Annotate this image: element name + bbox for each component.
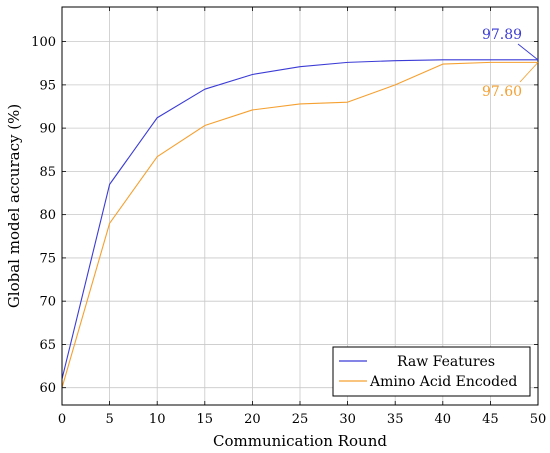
y-tick-label: 70 bbox=[39, 295, 56, 310]
y-tick-label: 90 bbox=[39, 122, 56, 137]
annotations: 97.89 97.60 bbox=[482, 27, 539, 100]
y-tick-label: 100 bbox=[31, 35, 56, 50]
annotation-pointer bbox=[519, 62, 539, 83]
x-tick-label: 20 bbox=[244, 412, 261, 427]
annotation-label: 97.89 bbox=[482, 27, 522, 43]
y-axis-label: Global model accuracy (%) bbox=[5, 104, 23, 308]
x-tick-label: 15 bbox=[197, 412, 214, 427]
annotation-label: 97.60 bbox=[482, 84, 522, 100]
x-tick-label: 45 bbox=[482, 412, 499, 427]
legend-box bbox=[332, 346, 531, 397]
legend: Raw Features Amino Acid Encoded bbox=[332, 346, 531, 397]
x-tick-label: 5 bbox=[105, 412, 113, 427]
series-layer bbox=[61, 59, 539, 388]
x-tick-label: 50 bbox=[530, 412, 547, 427]
x-tick-label: 10 bbox=[149, 412, 166, 427]
y-tick-label: 75 bbox=[39, 251, 56, 266]
series-line-amino-acid-encoded bbox=[61, 61, 538, 388]
x-tick-label: 25 bbox=[292, 412, 309, 427]
series-line-raw-features bbox=[61, 59, 539, 380]
y-tick-label: 95 bbox=[39, 78, 56, 93]
y-tick-label: 80 bbox=[39, 208, 56, 223]
y-tick-label: 85 bbox=[39, 165, 56, 180]
x-tick-label: 30 bbox=[339, 412, 356, 427]
x-tick-label: 35 bbox=[387, 412, 404, 427]
legend-label-amino-acid-encoded: Amino Acid Encoded bbox=[369, 374, 517, 390]
y-tick-label: 65 bbox=[39, 338, 56, 353]
x-axis-label: Communication Round bbox=[213, 432, 387, 450]
ticks: 0 5 10 15 20 25 30 35 40 45 50 60 65 70 75 80 85 90 95 100 bbox=[31, 7, 546, 427]
legend-label-raw-features: Raw Features bbox=[397, 354, 495, 370]
x-tick-label: 40 bbox=[435, 412, 452, 427]
y-tick-label: 60 bbox=[39, 381, 56, 396]
x-tick-label: 0 bbox=[58, 412, 66, 427]
annotation-pointer bbox=[517, 43, 539, 61]
